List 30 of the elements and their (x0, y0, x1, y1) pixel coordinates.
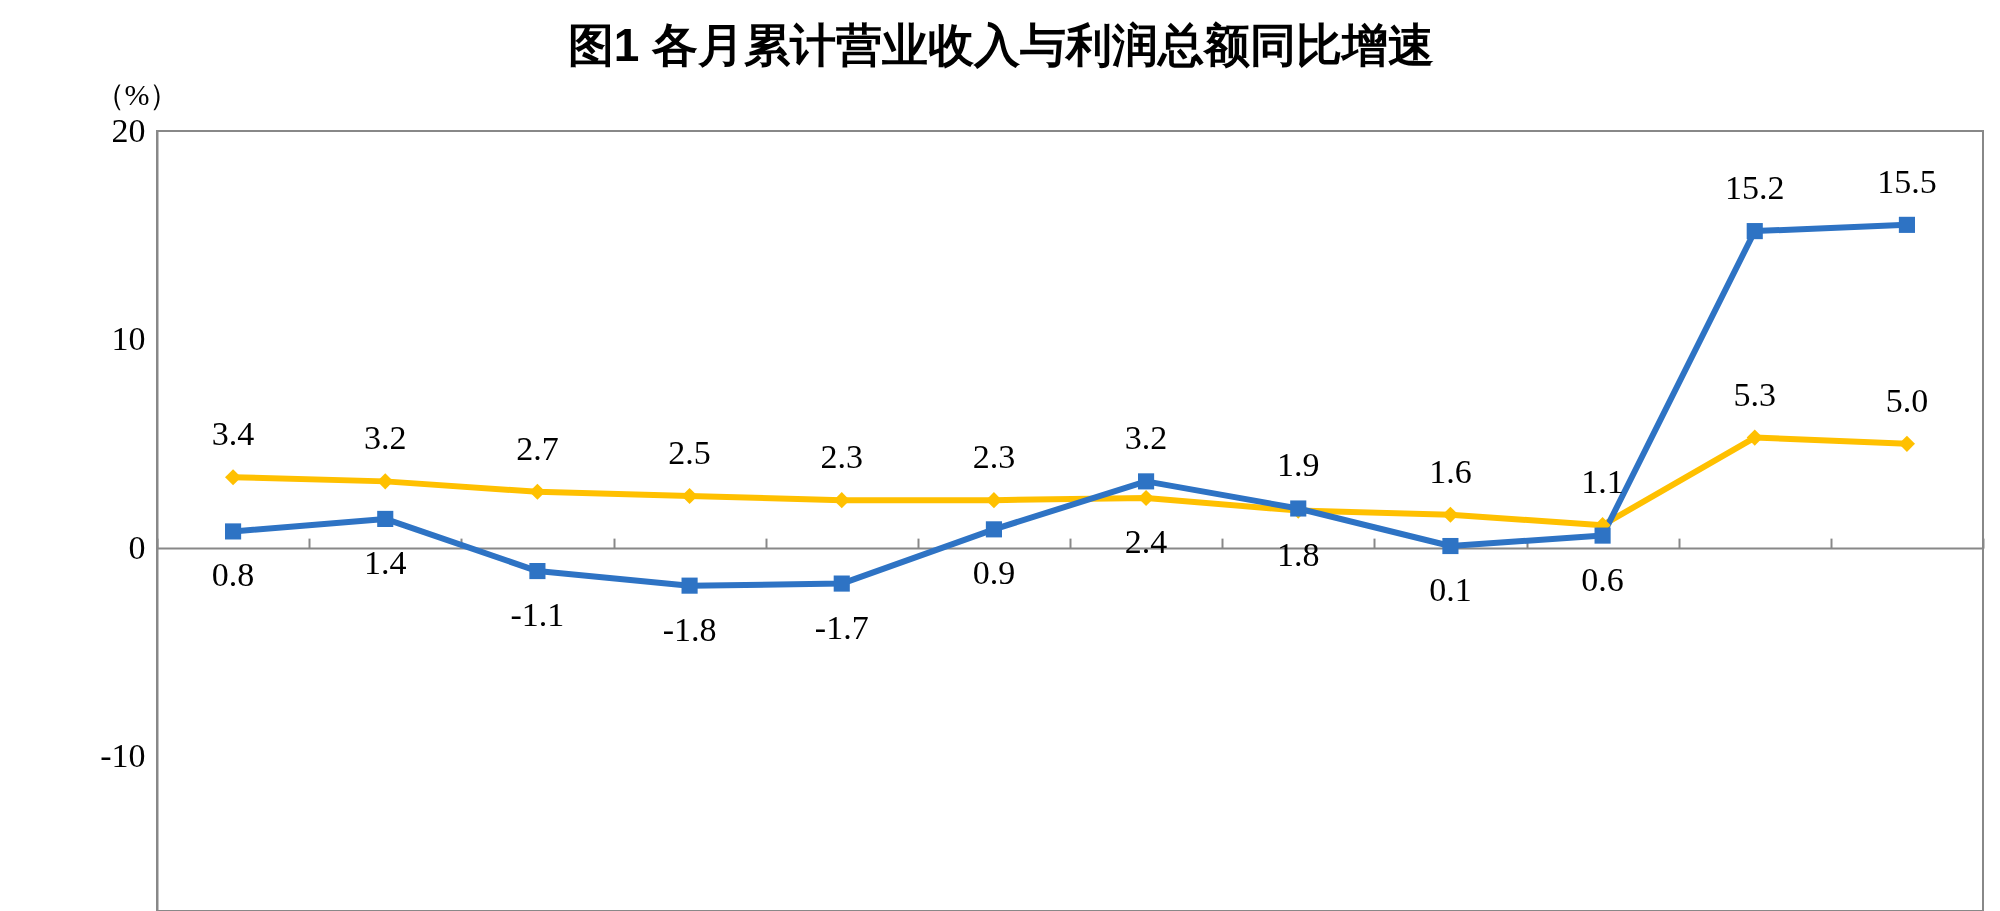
data-label: 3.2 (1124, 419, 1168, 457)
y-axis-title: （%） (94, 78, 180, 111)
y-tick-label: 0 (128, 528, 146, 566)
data-label: 0.1 (1429, 571, 1472, 609)
data-label: 2.4 (1124, 523, 1168, 561)
data-label: 0.6 (1581, 560, 1624, 598)
data-label: 1.8 (1277, 535, 1320, 573)
data-label: 1.9 (1277, 446, 1320, 484)
data-label: 1.6 (1429, 452, 1472, 490)
data-label: 2.3 (972, 438, 1016, 476)
data-label: 2.7 (516, 429, 559, 467)
data-label: 2.3 (820, 438, 863, 476)
y-tick-label: -10 (100, 737, 146, 775)
data-label: 0.9 (972, 554, 1016, 592)
data-label: 1.4 (364, 543, 407, 581)
data-label: 1.1 (1581, 463, 1624, 501)
data-label: -1.7 (814, 608, 869, 646)
data-label: 5.3 (1733, 375, 1776, 413)
y-tick-label: 20 (111, 111, 146, 149)
data-label: 3.4 (211, 415, 255, 453)
data-label: 15.2 (1725, 169, 1785, 207)
chart-title: 图1 各月累计营业收入与利润总额同比增速 (567, 19, 1435, 71)
data-label: 5.0 (1885, 381, 1929, 419)
data-label: 3.2 (364, 419, 407, 457)
data-label: 15.5 (1877, 162, 1937, 200)
y-tick-label: 10 (111, 320, 146, 358)
data-label: -1.1 (510, 596, 565, 634)
data-label: -1.8 (662, 610, 717, 648)
data-label: 2.5 (668, 433, 711, 471)
data-label: 0.8 (211, 556, 255, 594)
